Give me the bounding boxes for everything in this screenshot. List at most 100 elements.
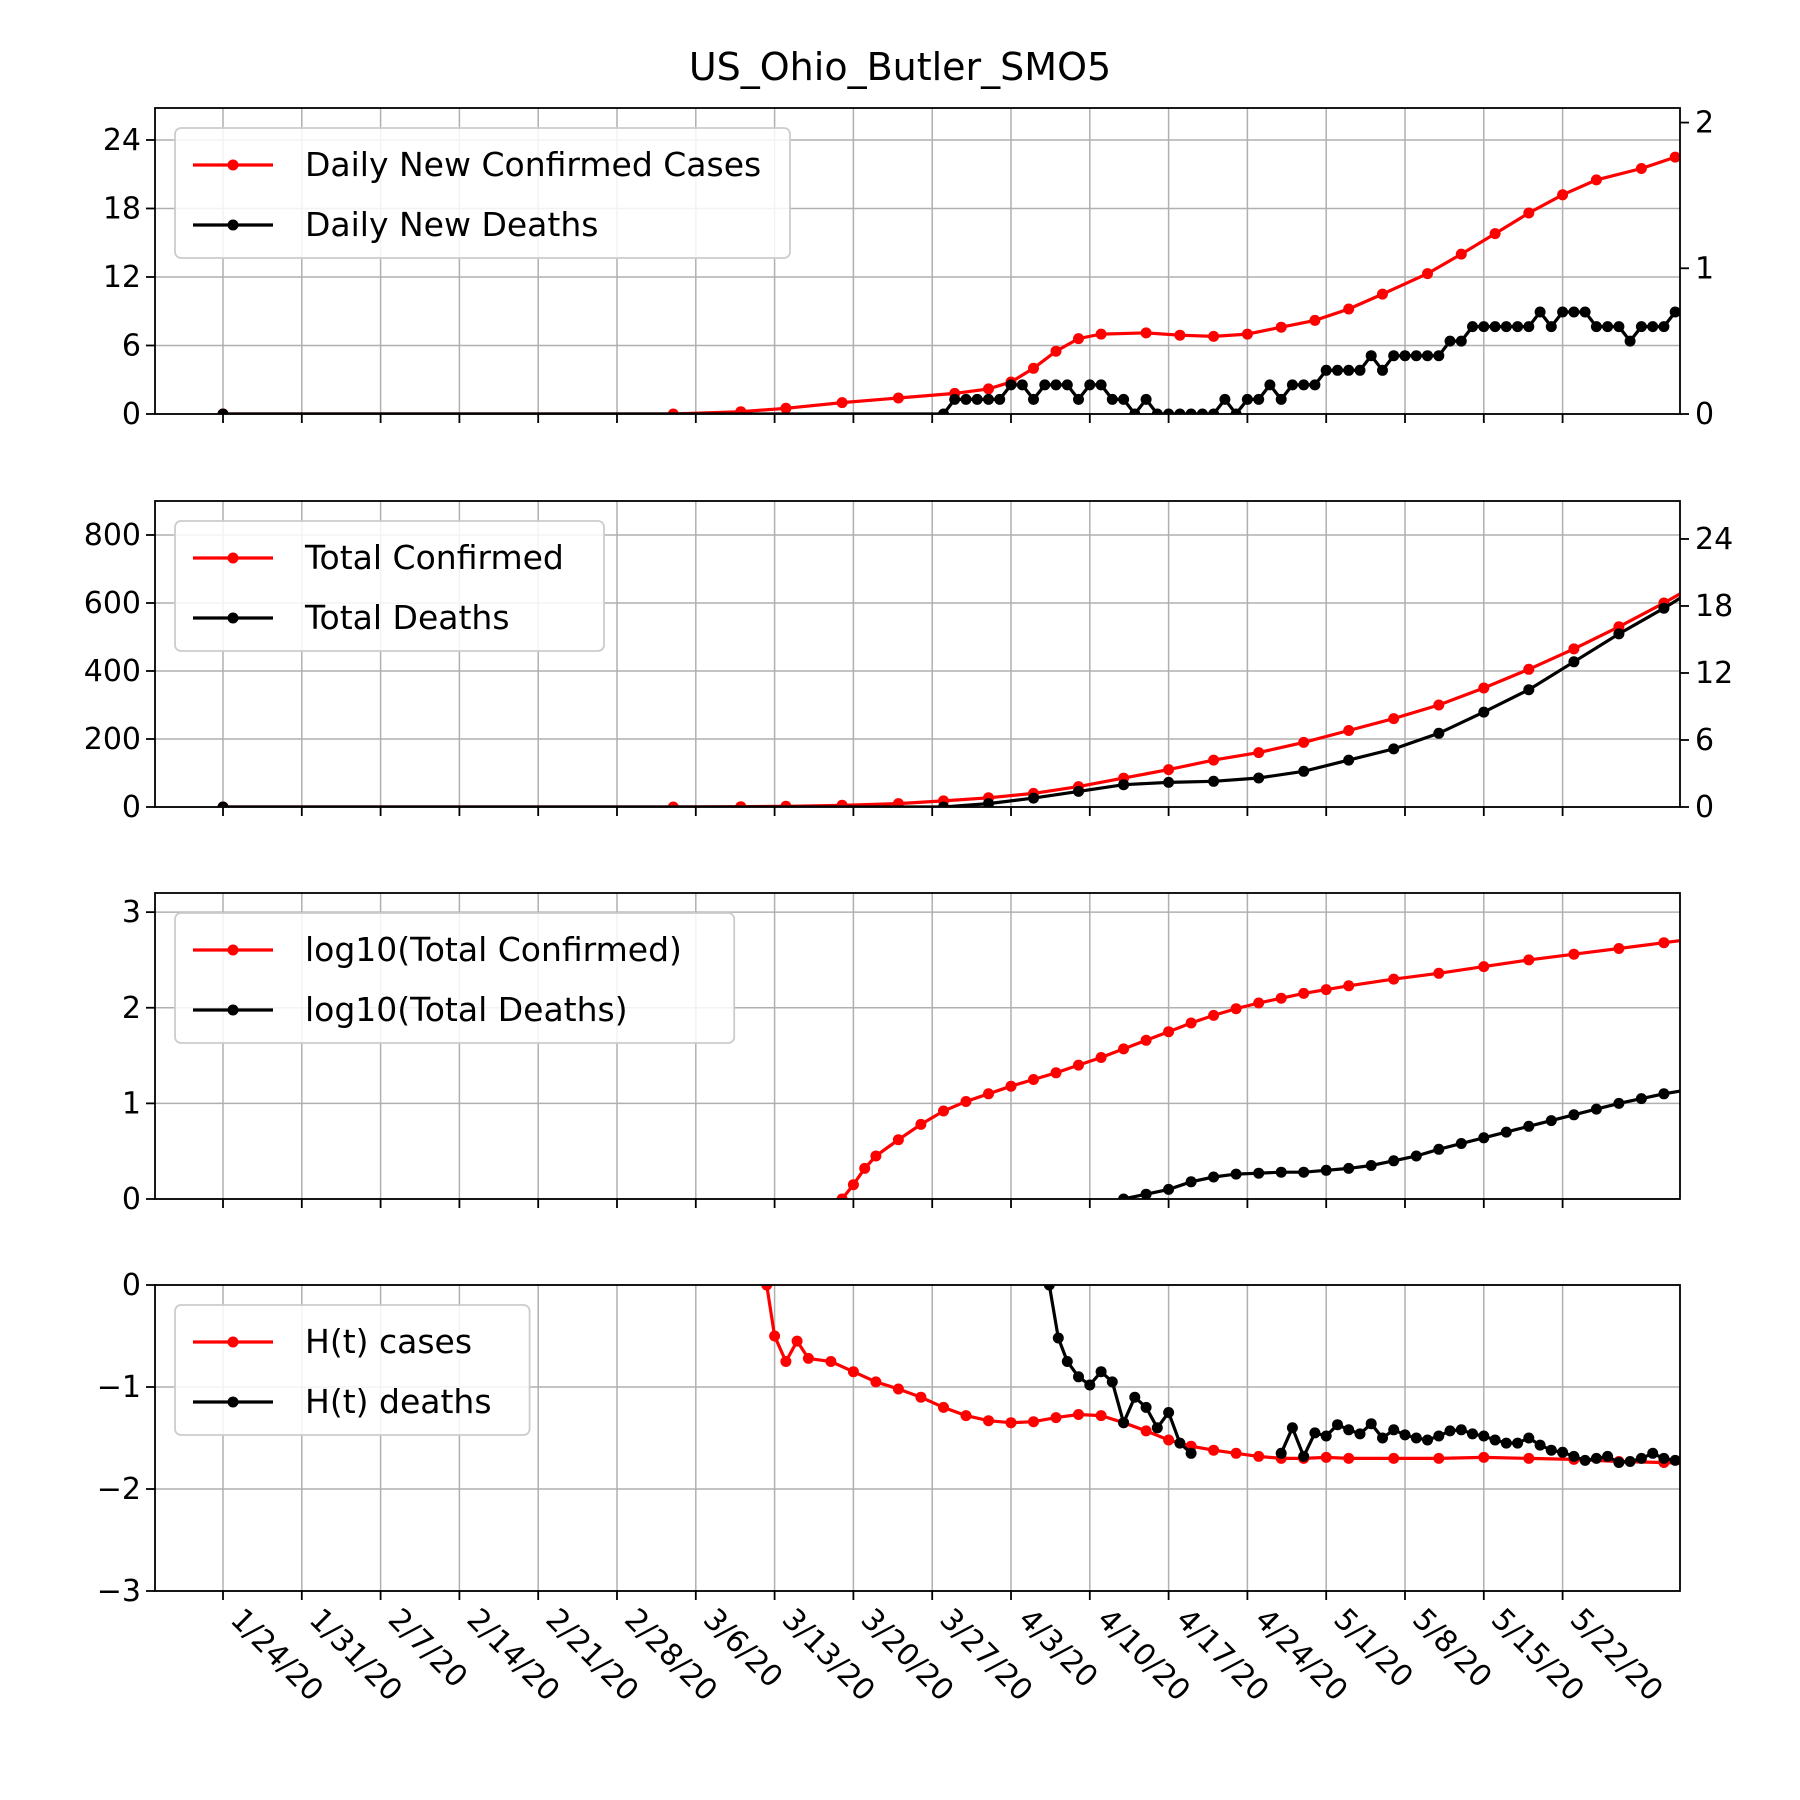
data-point <box>892 392 904 404</box>
series-line <box>223 309 1680 414</box>
data-point <box>960 1096 972 1107</box>
data-point <box>1545 1115 1557 1127</box>
data-point <box>1388 1424 1400 1436</box>
data-point <box>994 393 1006 405</box>
data-point <box>1377 288 1388 300</box>
data-point <box>1275 1447 1287 1459</box>
data-point <box>1241 328 1253 340</box>
data-point <box>1478 706 1490 718</box>
y-tick-label: 2 <box>122 991 141 1026</box>
data-point <box>1433 699 1445 711</box>
data-point <box>1613 628 1625 640</box>
data-point <box>1478 321 1490 333</box>
data-point <box>1647 1447 1659 1459</box>
data-point <box>1624 335 1636 347</box>
data-point <box>1613 1457 1625 1468</box>
legend-label: log10(Total Confirmed) <box>305 930 682 969</box>
data-point <box>1749 1455 1760 1466</box>
x-tick-label: 5/8/20 <box>1405 1602 1498 1695</box>
data-point <box>960 393 972 405</box>
data-point <box>1286 379 1298 391</box>
data-point <box>1703 1445 1714 1456</box>
data-point <box>1118 393 1130 405</box>
legend-label: Daily New Deaths <box>305 205 598 244</box>
data-point <box>1174 329 1186 341</box>
data-point <box>1523 954 1535 966</box>
data-point <box>1309 1427 1321 1439</box>
data-point <box>1489 1434 1501 1446</box>
legend-label: H(t) cases <box>305 1322 472 1361</box>
data-point <box>1084 1379 1096 1391</box>
data-point <box>1703 1081 1714 1092</box>
data-point <box>1681 1451 1692 1462</box>
data-point <box>1253 747 1265 759</box>
plot-frame <box>154 892 1681 1200</box>
data-point <box>836 799 848 807</box>
series-line <box>223 596 1680 807</box>
legend-swatch-marker <box>227 944 239 956</box>
data-point <box>1703 572 1714 583</box>
data-point <box>1726 1455 1737 1466</box>
data-point <box>1185 408 1197 414</box>
data-point <box>1568 1109 1580 1121</box>
data-point <box>1568 643 1580 655</box>
data-point <box>780 1356 792 1367</box>
data-point <box>1703 292 1714 303</box>
y-tick-label: −3 <box>97 1574 141 1609</box>
data-point <box>892 1383 904 1395</box>
data-point <box>1185 1176 1197 1188</box>
series-line <box>223 153 1680 414</box>
data-point <box>1343 980 1355 992</box>
data-point <box>1028 1074 1039 1085</box>
y-right-tick-label: 2 <box>1695 106 1714 141</box>
series-daily-new-deaths <box>217 263 1771 414</box>
y-tick-label: 0 <box>122 1182 141 1217</box>
data-point <box>1151 1422 1163 1434</box>
data-point <box>1298 736 1310 748</box>
data-point <box>1140 327 1152 339</box>
data-point <box>1590 1103 1602 1115</box>
data-point <box>1163 764 1175 776</box>
data-point <box>1455 248 1467 260</box>
data-point <box>892 1134 904 1146</box>
data-point <box>1230 408 1242 414</box>
legend-label: H(t) deaths <box>305 1382 492 1421</box>
data-point <box>859 1162 871 1174</box>
data-point <box>1794 533 1800 544</box>
data-point <box>1715 277 1726 288</box>
data-point <box>1151 408 1163 414</box>
data-point <box>1602 1450 1614 1462</box>
legend-label: Total Deaths <box>304 598 510 637</box>
data-point <box>1500 321 1512 333</box>
data-point <box>1140 393 1152 405</box>
data-point <box>1050 345 1062 357</box>
data-point <box>1253 997 1265 1009</box>
data-point <box>1028 792 1039 804</box>
data-point <box>1298 1166 1310 1178</box>
data-point <box>1084 379 1096 391</box>
data-point <box>1568 656 1580 668</box>
plot-frame <box>154 1284 1681 1592</box>
data-point <box>938 1401 949 1413</box>
data-point <box>1208 775 1220 787</box>
data-point <box>1028 393 1039 405</box>
data-point <box>1050 1412 1062 1424</box>
data-point <box>1264 379 1276 391</box>
data-point <box>1523 663 1535 675</box>
data-point <box>1275 1166 1287 1178</box>
series-log10-total-deaths- <box>1118 1081 1714 1199</box>
data-point <box>1703 140 1714 151</box>
data-point <box>971 393 983 405</box>
data-point <box>1794 920 1800 931</box>
data-point <box>1749 263 1760 274</box>
data-point <box>1095 328 1107 340</box>
data-point <box>1568 948 1580 960</box>
data-point <box>1737 292 1748 303</box>
y-right-tick-label: 0 <box>1695 790 1714 825</box>
data-point <box>1365 1418 1377 1430</box>
y-tick-label: 400 <box>84 654 141 689</box>
data-point <box>1760 277 1771 288</box>
data-point <box>1737 132 1748 143</box>
data-point <box>1422 268 1433 280</box>
